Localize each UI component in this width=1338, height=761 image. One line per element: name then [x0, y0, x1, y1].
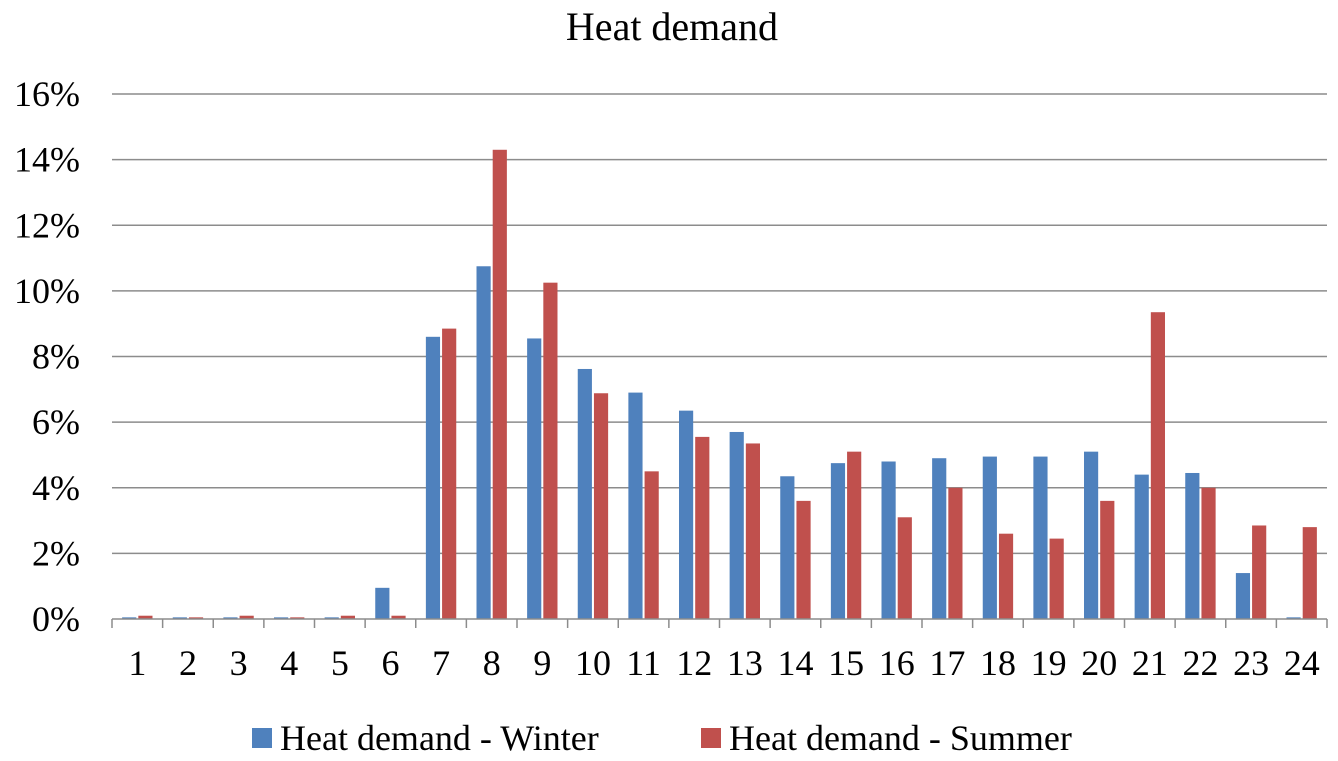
- bar-winter: [425, 336, 441, 619]
- bar-winter: [729, 431, 744, 619]
- x-tick-label: 23: [1233, 643, 1269, 683]
- bar-winter: [375, 587, 390, 619]
- x-axis: [111, 618, 1328, 628]
- x-tick-label: 8: [483, 643, 501, 683]
- y-tick-label: 8%: [32, 337, 80, 377]
- bar-winter: [1185, 472, 1200, 619]
- bar-summer: [138, 615, 153, 619]
- bar-winter: [223, 617, 238, 619]
- bar-winter: [679, 410, 694, 619]
- bar-winter: [881, 461, 896, 619]
- x-tick-label: 19: [1031, 643, 1067, 683]
- bar-winter: [932, 458, 947, 619]
- bar-winter: [830, 463, 846, 619]
- legend: Heat demand - Winter Heat demand - Summer: [252, 718, 1072, 758]
- x-tick-label: 24: [1284, 643, 1320, 683]
- bar-summer: [239, 615, 254, 619]
- bar-summer: [745, 443, 760, 619]
- grid-lines: [112, 93, 1327, 555]
- x-tick-label: 11: [626, 643, 661, 683]
- x-axis-ticks: 1 2 3 4 5 6 7 8 9 10 11 12 13 14 15 16 17 18 19 20 21 22 23 24: [128, 643, 1319, 683]
- x-tick-label: 20: [1081, 643, 1117, 683]
- bar-summer: [1302, 527, 1317, 619]
- bar-summer: [1201, 487, 1216, 619]
- x-tick-label: 17: [929, 643, 965, 683]
- y-tick-label: 6%: [32, 402, 80, 442]
- bar-winter: [476, 266, 491, 619]
- y-tick-label: 10%: [14, 271, 80, 311]
- x-tick-label: 7: [432, 643, 450, 683]
- bar-winter: [1084, 451, 1099, 619]
- bar-summer: [948, 487, 963, 619]
- bar-summer: [1049, 538, 1064, 619]
- bar-winter: [274, 617, 289, 619]
- bar-summer: [1100, 500, 1115, 619]
- x-tick-label: 5: [331, 643, 349, 683]
- bar-winter: [1033, 456, 1048, 619]
- x-tick-label: 15: [828, 643, 864, 683]
- x-tick-label: 4: [280, 643, 298, 683]
- x-tick-label: 10: [575, 643, 611, 683]
- bar-summer: [897, 517, 912, 619]
- bar-summer: [1252, 525, 1267, 619]
- y-tick-label: 0%: [32, 599, 80, 639]
- bar-winter: [780, 476, 795, 619]
- y-tick-label: 16%: [14, 74, 80, 114]
- x-tick-label: 18: [980, 643, 1016, 683]
- legend-swatch: [252, 728, 272, 748]
- bar-summer: [1150, 312, 1165, 619]
- bar-summer: [593, 393, 609, 619]
- bar-winter: [1286, 617, 1301, 619]
- bar-winter: [577, 368, 592, 619]
- bar-winter: [1235, 573, 1251, 619]
- y-tick-label: 14%: [14, 140, 80, 180]
- legend-label: Heat demand - Winter: [280, 718, 599, 756]
- x-tick-label: 21: [1132, 643, 1168, 683]
- y-axis-ticks: 0% 2% 4% 6% 8% 10% 12% 14% 16%: [14, 74, 80, 639]
- x-tick-label: 6: [381, 643, 399, 683]
- x-tick-label: 2: [179, 643, 197, 683]
- x-tick-label: 13: [727, 643, 763, 683]
- y-tick-label: 4%: [32, 468, 80, 508]
- x-tick-label: 1: [128, 643, 146, 683]
- bar-winter: [172, 617, 187, 619]
- bar-winter: [1134, 474, 1149, 619]
- bar-summer: [543, 282, 558, 619]
- bars: [122, 149, 1317, 619]
- legend-label: Heat demand - Summer: [729, 718, 1072, 756]
- bar-summer: [492, 149, 507, 619]
- x-tick-label: 22: [1182, 643, 1218, 683]
- bar-summer: [695, 436, 710, 619]
- bar-winter: [982, 456, 997, 619]
- chart-title: Heat demand: [566, 4, 778, 49]
- bar-summer: [847, 451, 862, 619]
- x-tick-label: 12: [676, 643, 712, 683]
- x-tick-label: 16: [879, 643, 915, 683]
- y-tick-label: 12%: [14, 205, 80, 245]
- bar-summer: [391, 615, 406, 619]
- x-tick-label: 14: [777, 643, 813, 683]
- bar-summer: [290, 617, 305, 619]
- y-tick-label: 2%: [32, 533, 80, 573]
- bar-summer: [442, 328, 457, 619]
- bar-winter: [324, 617, 339, 619]
- legend-swatch: [701, 728, 721, 748]
- bar-summer: [998, 533, 1014, 619]
- bar-winter: [122, 617, 137, 619]
- bar-winter: [527, 338, 542, 619]
- bar-summer: [188, 617, 204, 619]
- x-tick-label: 9: [533, 643, 551, 683]
- bar-summer: [644, 471, 659, 619]
- bar-winter: [628, 392, 643, 619]
- bar-summer: [796, 500, 811, 619]
- x-tick-label: 3: [230, 643, 248, 683]
- bar-summer: [340, 615, 355, 619]
